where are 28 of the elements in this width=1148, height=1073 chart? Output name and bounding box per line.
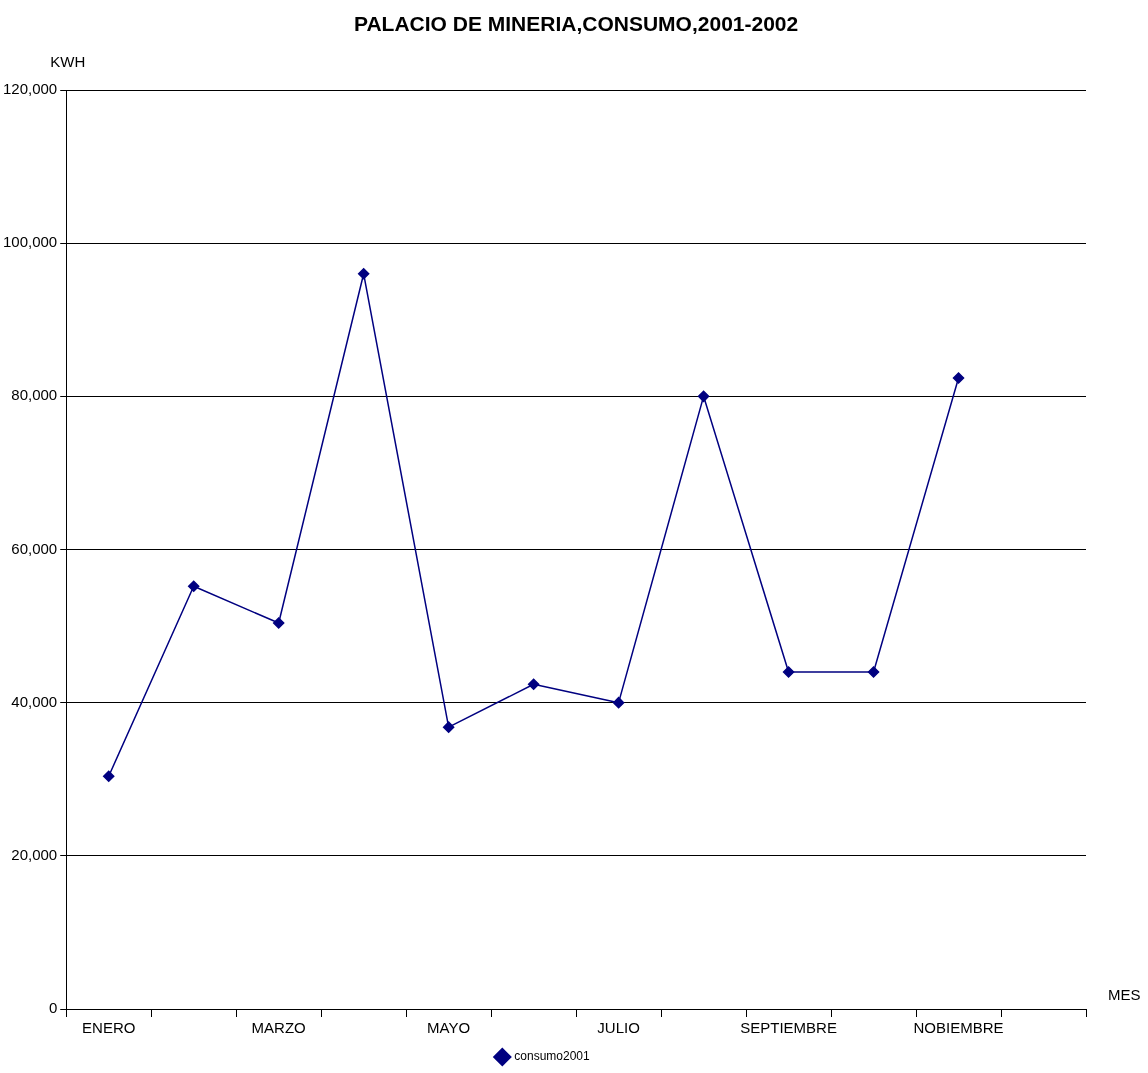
point: [952, 372, 965, 384]
y-tick-label: 0: [48, 999, 58, 1017]
x-tick-label: MARZO: [251, 1019, 306, 1037]
x-tick-label: ENERO: [82, 1019, 136, 1037]
x-tick-label: JULIO: [597, 1019, 640, 1037]
y-tick-label: 100,000: [2, 233, 58, 251]
point: [697, 390, 710, 403]
legend-label: consumo2001: [514, 1049, 591, 1064]
y-axis-title: KWH: [50, 53, 86, 71]
point: [612, 696, 625, 709]
point: [187, 580, 200, 593]
chart-title: PALACIO DE MINERIA,CONSUMO,2001-2002: [354, 11, 799, 35]
x-tick-label: MAYO: [427, 1019, 471, 1037]
point: [867, 666, 880, 678]
y-tick-label: 120,000: [2, 80, 58, 98]
point: [527, 678, 540, 691]
x-tick-label: NOBIEMBRE: [913, 1019, 1004, 1037]
point: [102, 770, 115, 782]
point: [272, 617, 285, 629]
y-tick-label: 40,000: [11, 692, 58, 710]
y-tick-label: 60,000: [11, 539, 58, 557]
point: [782, 666, 795, 678]
y-tick-label: 20,000: [11, 845, 58, 863]
x-tick-label: SEPTIEMBRE: [740, 1019, 837, 1037]
point: [442, 721, 455, 733]
point: [357, 268, 370, 280]
y-tick-label: 80,000: [11, 386, 58, 404]
x-axis-title: MES: [1108, 986, 1141, 1004]
